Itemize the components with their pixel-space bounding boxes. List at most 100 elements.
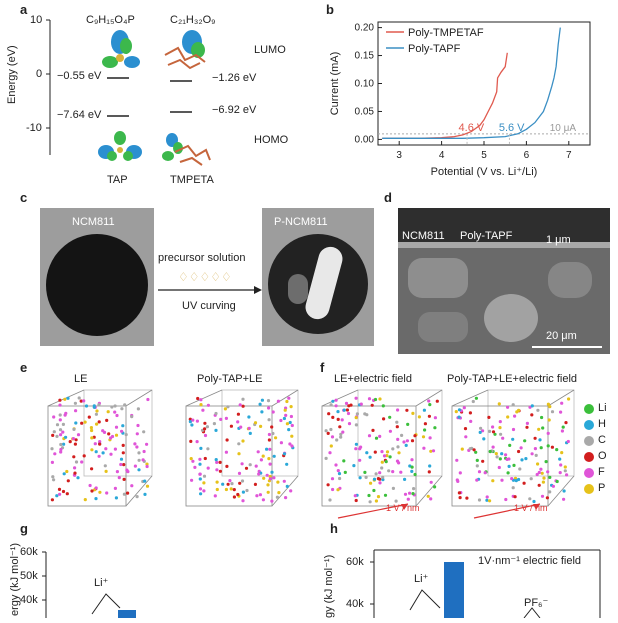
atom <box>498 457 502 461</box>
atom <box>195 440 199 444</box>
tmpeta-homo-orbital-icon <box>162 133 211 166</box>
atom <box>413 434 417 438</box>
tap-homo-orbital-icon <box>98 131 142 161</box>
atom <box>95 422 99 426</box>
atom <box>352 464 356 468</box>
panel-h-bar <box>444 562 464 618</box>
panel-a-ylabel: Energy (eV) <box>6 45 18 104</box>
atom <box>340 418 344 422</box>
atom <box>396 408 400 412</box>
atom <box>119 457 124 461</box>
legend-atom-f: F <box>584 466 618 480</box>
atom <box>405 408 409 412</box>
x-tick-label: 6 <box>524 150 530 161</box>
atom <box>117 476 121 480</box>
atom <box>341 430 345 434</box>
atom <box>403 492 408 496</box>
atom <box>548 490 552 494</box>
atom <box>120 429 124 433</box>
atom <box>82 399 86 403</box>
atom <box>564 421 568 425</box>
atom <box>423 422 427 426</box>
atom <box>533 436 537 440</box>
atom <box>404 443 408 447</box>
atom <box>93 442 97 446</box>
simulation-box-3 <box>321 389 443 507</box>
atom <box>463 427 468 431</box>
atom <box>206 466 210 470</box>
panel-h: gy (kJ mol⁻¹) 60k 40k 1V·nm⁻¹ electric f… <box>310 538 618 619</box>
annotation-10ua: 10 μA <box>550 123 577 134</box>
atom <box>241 439 245 443</box>
atom <box>545 496 550 500</box>
atom <box>376 495 381 499</box>
atom <box>137 468 141 472</box>
atom <box>558 457 562 461</box>
atom <box>53 452 57 456</box>
atom <box>330 435 335 439</box>
atom <box>385 454 389 458</box>
atom <box>511 427 516 432</box>
atom <box>402 440 406 444</box>
atom <box>267 432 271 437</box>
atom <box>63 397 67 401</box>
atom <box>97 403 101 407</box>
p-ncm811-title: P-NCM811 <box>274 216 328 228</box>
atom <box>410 458 414 462</box>
atom <box>73 466 77 470</box>
atom <box>550 410 555 414</box>
atom <box>199 446 203 450</box>
atom <box>539 446 543 450</box>
molecule-name-tmpeta: TMPETA <box>170 174 214 186</box>
atom <box>115 413 119 418</box>
panel-a-axes <box>46 19 211 166</box>
atom <box>268 462 272 466</box>
panel-g-ytick-60k: 60k <box>20 546 38 558</box>
atom <box>534 453 538 457</box>
atom <box>141 458 145 462</box>
atom <box>472 448 476 452</box>
atom <box>346 411 351 416</box>
atom <box>471 399 475 404</box>
atom <box>396 437 400 441</box>
legend-label-1: Poly-TMPETAF <box>408 27 484 39</box>
atom <box>94 450 98 454</box>
atom <box>560 401 564 405</box>
atom <box>455 478 459 482</box>
atom <box>338 425 342 429</box>
atom <box>237 442 241 446</box>
atom <box>548 405 552 409</box>
field-arrow-1 <box>337 503 409 519</box>
atom <box>104 447 108 451</box>
atom <box>113 486 117 490</box>
atom <box>391 447 395 451</box>
series-line-1 <box>382 52 508 139</box>
atom <box>546 444 550 448</box>
atom <box>378 434 382 438</box>
atom-dot-icon <box>584 436 594 446</box>
atom <box>561 425 565 429</box>
atom <box>199 398 203 402</box>
atom <box>462 406 466 410</box>
atom <box>121 451 125 455</box>
atom <box>107 432 111 436</box>
chart-ylabel: Current (mA) <box>329 52 341 116</box>
atom <box>469 419 473 423</box>
atom-dot-icon <box>584 484 594 494</box>
atom <box>52 415 56 419</box>
atom <box>498 426 502 430</box>
atom <box>371 428 375 432</box>
simulation-boxes <box>47 389 575 519</box>
atom <box>429 497 433 501</box>
panel-f-right-title: Poly-TAP+LE+electric field <box>447 373 578 385</box>
atom <box>196 396 200 401</box>
atom <box>517 449 521 454</box>
atom <box>428 436 432 440</box>
atom <box>218 469 222 473</box>
atom <box>240 479 245 483</box>
sem-label-poly: Poly-TAPF <box>460 230 513 242</box>
atom <box>378 477 382 481</box>
atom <box>145 462 149 466</box>
atom <box>98 440 102 444</box>
atom <box>410 469 414 473</box>
